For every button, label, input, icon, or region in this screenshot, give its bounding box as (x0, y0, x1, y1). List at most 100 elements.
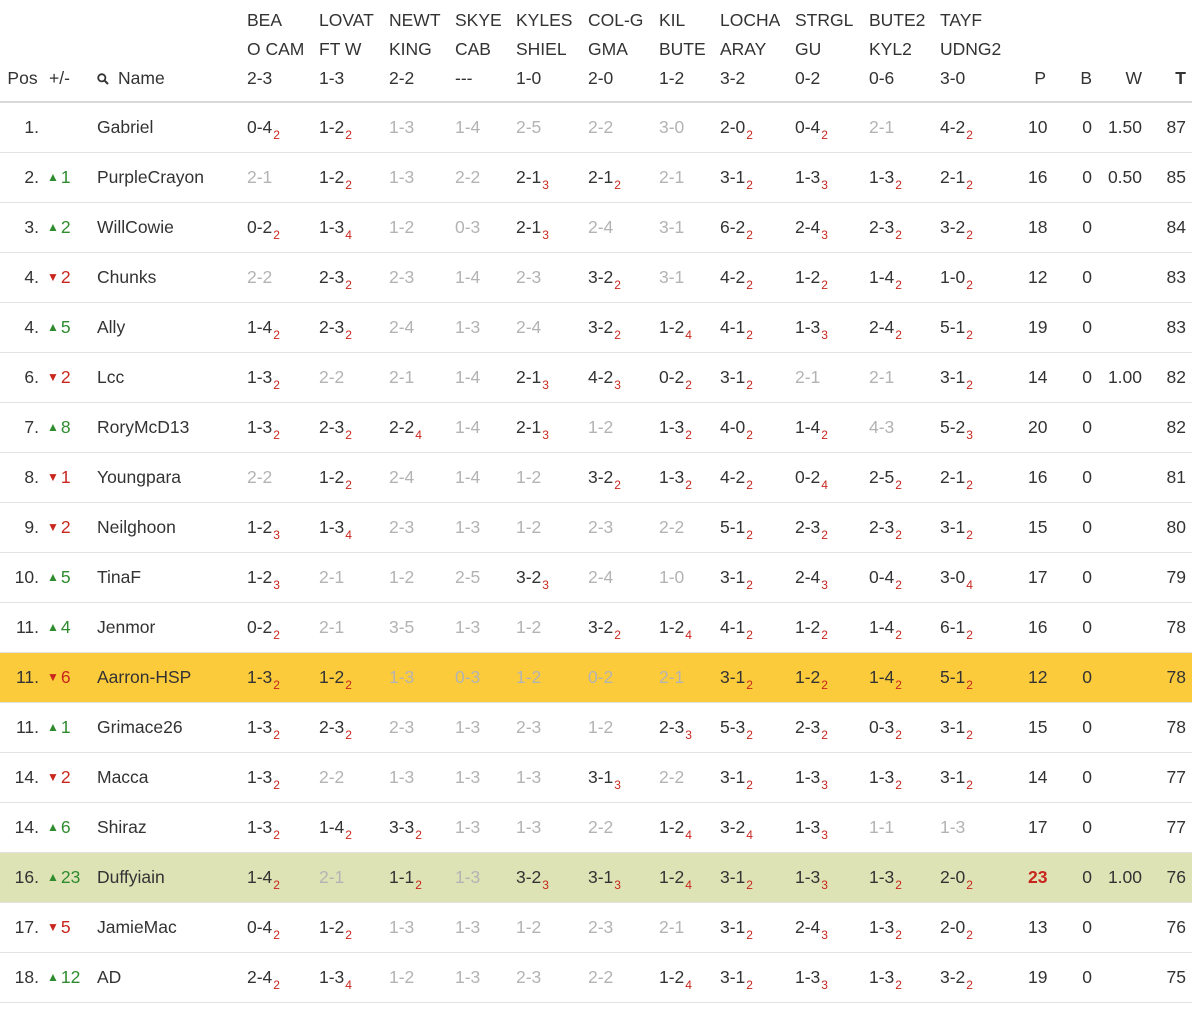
col-pos-header[interactable]: Pos (0, 0, 45, 103)
player-name[interactable]: Shiraz (93, 802, 245, 853)
prediction-score: 1-3 (319, 517, 345, 537)
prediction-points: 4 (685, 828, 692, 842)
prediction-score: 0-2 (795, 467, 821, 487)
prediction-points: 2 (746, 678, 753, 692)
match-header[interactable]: TAYF UDNG2 3-0 (938, 0, 1024, 103)
player-name[interactable]: Neilghoon (93, 502, 245, 553)
prediction-score: 1-3 (795, 867, 821, 887)
player-name[interactable]: TinaF (93, 552, 245, 603)
player-name[interactable]: Ally (93, 302, 245, 353)
prediction-score: 1-2 (516, 667, 542, 687)
table-row[interactable]: 11. ▲ 1 Grimace26 1-32 2-32 2-3 1-3 2-3 1-2 2-33 5-… (0, 702, 1192, 753)
col-change-header[interactable]: +/- (45, 0, 93, 103)
prediction-score: 3-2 (940, 967, 966, 987)
player-name[interactable]: WillCowie (93, 202, 245, 253)
col-p-header[interactable]: P (1024, 0, 1052, 103)
prediction-score: 1-2 (588, 717, 614, 737)
table-row[interactable]: 2. ▲ 1 PurpleCrayon 2-1 1-22 1-3 2-2 2-13 2-12 2-1… (0, 152, 1192, 203)
table-row[interactable]: 18. ▲ 12 AD 2-42 1-34 1-2 1-3 2-3 2-2 1-24 3-12 1-33… (0, 952, 1192, 1003)
prediction-score: 2-4 (389, 317, 415, 337)
prediction-score: 4-3 (869, 417, 895, 437)
arrow-up-icon: ▲ (47, 570, 59, 584)
prediction-score: 2-2 (247, 467, 273, 487)
match-header[interactable]: LOVAT FT W 1-3 (317, 0, 387, 103)
player-name[interactable]: JamieMac (93, 902, 245, 953)
prediction-cell: 1-42 (245, 302, 317, 353)
position-cell: 4. (0, 302, 45, 353)
prediction-score: 2-4 (869, 317, 895, 337)
player-name[interactable]: Duffyiain (93, 852, 245, 903)
table-row[interactable]: 4. ▲ 5 Ally 1-42 2-32 2-4 1-3 2-4 3-22 1-24 4-12 1-3… (0, 302, 1192, 353)
bonus-cell: 0 (1052, 102, 1098, 153)
table-row[interactable]: 4. ▼ 2 Chunks 2-2 2-32 2-3 1-4 2-3 3-22 3-1 4-22 1-2… (0, 252, 1192, 303)
col-w-header[interactable]: W (1098, 0, 1148, 103)
prediction-cell: 1-2 (586, 702, 657, 753)
match-header[interactable]: KIL BUTE 1-2 (657, 0, 718, 103)
col-t-header[interactable]: T (1148, 0, 1192, 103)
player-name[interactable]: Chunks (93, 252, 245, 303)
table-row[interactable]: 11. ▲ 4 Jenmor 0-22 2-1 3-5 1-3 1-2 3-22 1-24 4-12 1… (0, 602, 1192, 653)
match-header[interactable]: COL-G GMA 2-0 (586, 0, 657, 103)
prediction-cell: 2-12 (938, 452, 1024, 503)
player-name[interactable]: PurpleCrayon (93, 152, 245, 203)
table-row[interactable]: 3. ▲ 2 WillCowie 0-22 1-34 1-2 0-3 2-13 2-4 3-1 6-2… (0, 202, 1192, 253)
bonus-cell: 0 (1052, 652, 1098, 703)
prediction-points: 2 (895, 578, 902, 592)
player-name[interactable]: AD (93, 952, 245, 1003)
prediction-score: 1-2 (659, 817, 685, 837)
movement-value: 2 (60, 267, 71, 287)
player-name[interactable]: Grimace26 (93, 702, 245, 753)
match-header[interactable]: STRGL GU 0-2 (793, 0, 867, 103)
table-row[interactable]: 6. ▼ 2 Lcc 1-32 2-2 2-1 1-4 2-13 4-23 0-22 3-12 2-1 2… (0, 352, 1192, 403)
prediction-points: 2 (746, 478, 753, 492)
table-row[interactable]: 16. ▲ 23 Duffyiain 1-42 2-1 1-12 1-3 3-23 3-13 1-2… (0, 852, 1192, 903)
arrow-up-icon: ▲ (47, 820, 59, 834)
table-row[interactable]: 11. ▼ 6 Aarron-HSP 1-32 1-22 1-3 0-3 1-2 0-2 2-1 3-… (0, 652, 1192, 703)
prediction-cell: 2-2 (317, 752, 387, 803)
table-row[interactable]: 10. ▲ 5 TinaF 1-23 2-1 1-2 2-5 3-23 2-4 1-0 3-12 2-4… (0, 552, 1192, 603)
table-row[interactable]: 1. Gabriel 0-42 1-22 1-3 1-4 2-5 2-2 3-0 2-02 0-42… (0, 102, 1192, 153)
prediction-points: 2 (345, 828, 352, 842)
prediction-cell: 1-3 (453, 702, 514, 753)
table-row[interactable]: 14. ▲ 6 Shiraz 1-32 1-42 3-32 1-3 1-3 2-2 1-24 3-24… (0, 802, 1192, 853)
table-row[interactable]: 9. ▼ 2 Neilghoon 1-23 1-34 2-3 1-3 1-2 2-3 2-2 5-12… (0, 502, 1192, 553)
prediction-score: 0-3 (455, 217, 481, 237)
player-name[interactable]: Macca (93, 752, 245, 803)
prediction-points: 2 (895, 328, 902, 342)
match-header[interactable]: BUTE2 KYL2 0-6 (867, 0, 938, 103)
total-cell: 82 (1148, 402, 1192, 453)
arrow-up-icon: ▲ (47, 720, 59, 734)
prediction-points: 4 (345, 978, 352, 992)
player-name[interactable]: Jenmor (93, 602, 245, 653)
player-name[interactable]: Aarron-HSP (93, 652, 245, 703)
player-name[interactable]: Gabriel (93, 102, 245, 153)
prediction-score: 2-1 (588, 167, 614, 187)
match-header[interactable]: LOCHA ARAY 3-2 (718, 0, 793, 103)
prediction-cell: 2-32 (317, 702, 387, 753)
player-name[interactable]: Youngpara (93, 452, 245, 503)
prediction-score: 2-3 (319, 317, 345, 337)
match-header[interactable]: SKYE CAB --- (453, 0, 514, 103)
col-b-header[interactable]: B (1052, 0, 1098, 103)
player-name[interactable]: RoryMcD13 (93, 402, 245, 453)
table-row[interactable]: 14. ▼ 2 Macca 1-32 2-2 1-3 1-3 1-3 3-13 2-2 3-12 1-3… (0, 752, 1192, 803)
match-header[interactable]: KYLES SHIEL 1-0 (514, 0, 586, 103)
prediction-points: 2 (746, 228, 753, 242)
table-row[interactable]: 8. ▼ 1 Youngpara 2-2 1-22 2-4 1-4 1-2 3-22 1-32 4-2… (0, 452, 1192, 503)
points-cell: 15 (1024, 702, 1052, 753)
player-name[interactable]: Lcc (93, 352, 245, 403)
search-icon[interactable] (97, 73, 109, 85)
prediction-cell: 1-42 (245, 852, 317, 903)
prediction-score: 2-1 (659, 167, 685, 187)
prediction-score: 2-1 (659, 667, 685, 687)
prediction-cell: 1-3 (453, 902, 514, 953)
match-header[interactable]: NEWT KING 2-2 (387, 0, 453, 103)
weekly-cell: 0.50 (1098, 152, 1148, 203)
weekly-cell (1098, 802, 1148, 853)
prediction-cell: 5-12 (938, 302, 1024, 353)
table-row[interactable]: 7. ▲ 8 RoryMcD13 1-32 2-32 2-24 1-4 2-13 1-2 1-32 4… (0, 402, 1192, 453)
col-name-header[interactable]: Name (93, 0, 245, 103)
match-header[interactable]: BEA O CAM 2-3 (245, 0, 317, 103)
prediction-score: 1-4 (247, 867, 273, 887)
table-row[interactable]: 17. ▼ 5 JamieMac 0-42 1-22 1-3 1-3 1-2 2-3 2-1 3-12… (0, 902, 1192, 953)
